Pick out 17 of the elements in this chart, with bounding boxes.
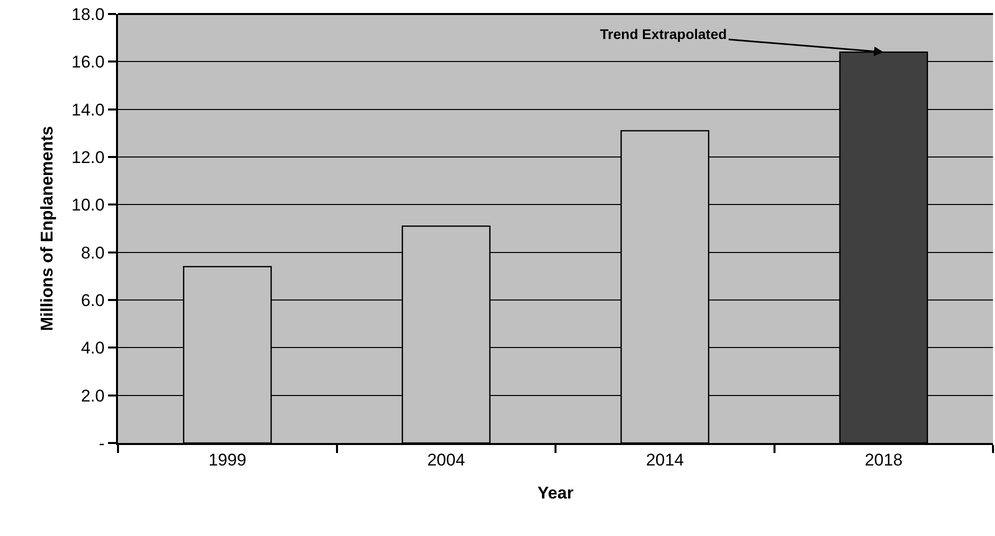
y-tick-label: 18.0 bbox=[72, 4, 105, 24]
y-tick-label: 4.0 bbox=[80, 338, 105, 358]
y-tick-label: 6.0 bbox=[80, 290, 105, 310]
y-axis-title: Millions of Enplanements bbox=[38, 126, 57, 331]
x-tick-label: 2014 bbox=[646, 450, 684, 470]
y-tick-label: 14.0 bbox=[72, 100, 105, 120]
x-tick-label: 1999 bbox=[208, 450, 246, 470]
x-axis-title: Year bbox=[538, 483, 574, 502]
x-tick-label: 2018 bbox=[864, 450, 903, 470]
y-tick-label: 10.0 bbox=[72, 196, 105, 215]
y-tick-label: 12.0 bbox=[72, 148, 105, 167]
annotation: Trend Extrapolated bbox=[600, 26, 727, 42]
y-tick-label: 2.0 bbox=[80, 386, 105, 406]
x-tick-label: 2004 bbox=[427, 450, 466, 470]
y-tick-label: 8.0 bbox=[80, 243, 105, 262]
y-tick-label: 16.0 bbox=[72, 52, 105, 72]
y-tick-label: - bbox=[98, 434, 105, 453]
